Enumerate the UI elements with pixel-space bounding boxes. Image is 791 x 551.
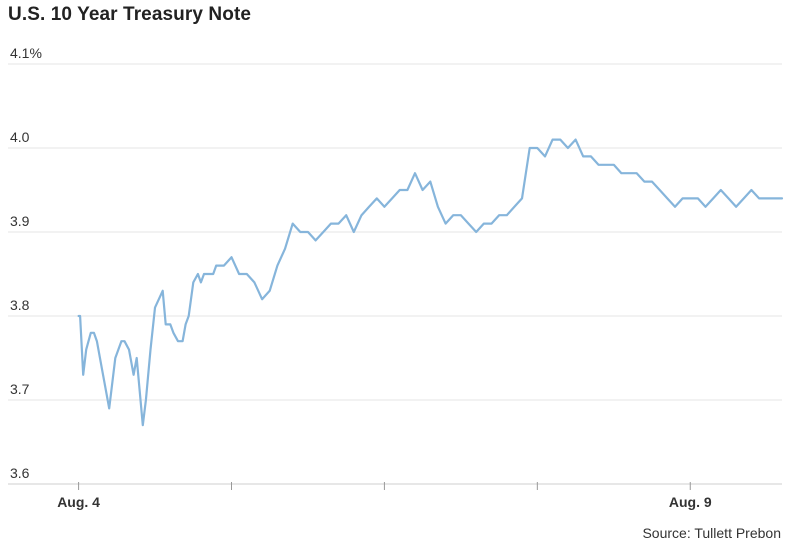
y-tick-label: 3.8 [10, 297, 30, 313]
source-note: Source: Tullett Prebon [642, 525, 781, 541]
y-tick-label: 4.0 [10, 129, 30, 145]
gridlines [8, 63, 782, 485]
y-axis-ticks: 4.1% 4.0 3.9 3.8 3.7 3.6 [10, 45, 42, 481]
y-tick-label: 3.9 [10, 213, 30, 229]
x-axis-ticks: Aug. 4 Aug. 9 [57, 482, 712, 510]
y-tick-label: 4.1% [10, 45, 42, 61]
y-tick-label: 3.6 [10, 465, 30, 481]
x-tick-label: Aug. 4 [57, 494, 100, 510]
y-tick-label: 3.7 [10, 381, 30, 397]
series-line [77, 138, 784, 427]
chart-title: U.S. 10 Year Treasury Note [8, 4, 252, 25]
x-tick-label: Aug. 9 [669, 494, 712, 510]
